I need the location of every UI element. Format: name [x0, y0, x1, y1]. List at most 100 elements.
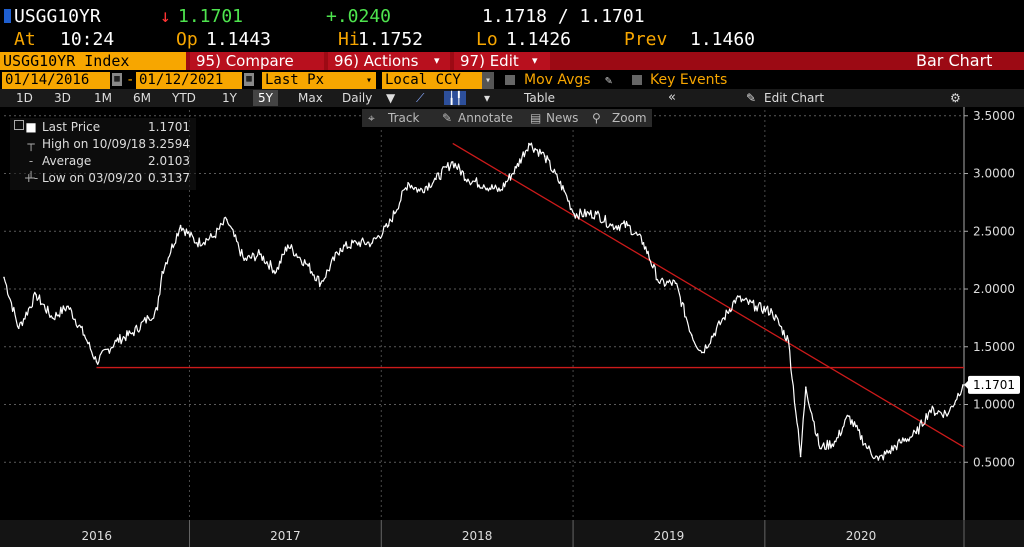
data-point — [35, 293, 37, 296]
average-marker-icon: -+- — [23, 154, 39, 185]
data-point — [515, 166, 518, 169]
open-label: Op — [176, 29, 198, 50]
annotate-button[interactable]: Annotate — [458, 111, 513, 125]
data-point — [915, 432, 917, 435]
edit-chart-button[interactable]: Edit Chart — [764, 91, 825, 105]
start-calendar-icon[interactable]: ▦ — [112, 73, 122, 86]
pencil-icon[interactable]: ✎ — [605, 73, 613, 87]
low-label: Lo — [476, 29, 498, 50]
period-3d[interactable]: 3D — [54, 91, 71, 105]
last-price-tag-label: 1.1701 — [973, 378, 1015, 392]
zoom-button[interactable]: Zoom — [612, 111, 647, 125]
legend-label: Average — [42, 154, 92, 168]
price-chart[interactable]: 3.5000 3.0000 2.5000 2.0000 1.5000 1.0000 0.50… — [0, 107, 1024, 547]
compare-button-bg — [190, 52, 324, 70]
at-label: At — [14, 29, 36, 50]
x-tick-label: 2018 — [462, 529, 493, 543]
data-point — [83, 334, 86, 337]
period-max[interactable]: Max — [298, 91, 323, 105]
mov-avgs-label[interactable]: Mov Avgs — [524, 72, 591, 88]
x-tick-label: 2020 — [846, 529, 877, 543]
data-point — [674, 282, 677, 285]
low-marker-icon: ┴ — [27, 171, 35, 185]
table-button[interactable]: Table — [524, 91, 556, 105]
data-point — [67, 305, 69, 308]
line-chart-icon[interactable]: ⟋ — [416, 91, 425, 105]
edit-dropdown-icon: ▾ — [532, 54, 538, 67]
edit-button[interactable]: 97) Edit — [460, 52, 519, 70]
data-point — [610, 224, 613, 227]
data-point — [573, 213, 575, 215]
legend-row-last: ■ Last Price 1.1701 — [10, 119, 196, 136]
data-point — [243, 259, 245, 261]
compare-button[interactable]: 95) Compare — [196, 52, 294, 70]
security-field[interactable]: USGG10YR Index — [0, 52, 186, 70]
period-1m[interactable]: 1M — [94, 91, 112, 105]
gear-icon[interactable]: ⚙ — [950, 91, 961, 105]
data-point — [17, 327, 20, 330]
key-events-checkbox[interactable] — [632, 75, 642, 85]
data-point — [286, 244, 289, 246]
legend-label: Low on 03/09/20 — [42, 171, 143, 185]
last-price-tag-group: 1.1701 — [964, 375, 1020, 394]
end-date-field[interactable]: 01/12/2021 — [136, 72, 242, 89]
period-6m[interactable]: 6M — [133, 91, 151, 105]
period-ytd[interactable]: YTD — [172, 91, 196, 105]
data-point — [95, 360, 98, 363]
chart-type-dropdown-icon: ▾ — [484, 91, 491, 105]
data-point — [723, 317, 725, 319]
data-point — [563, 190, 565, 192]
collapse-icon[interactable]: « — [668, 90, 676, 105]
start-date-field[interactable]: 01/14/2016 — [2, 72, 110, 89]
end-calendar-icon[interactable]: ▦ — [244, 73, 254, 86]
net-change: +.0240 — [326, 6, 392, 27]
data-point — [275, 270, 277, 273]
last-price-tag — [968, 375, 1020, 394]
field-selector[interactable]: Last Px — [262, 72, 376, 89]
open-value: 1.1443 — [206, 29, 272, 50]
prev-label: Prev — [624, 29, 668, 50]
legend-value: 3.2594 — [148, 137, 190, 151]
data-point — [755, 305, 757, 308]
y-tick-label: 2.0000 — [973, 282, 1015, 296]
x-axis: 2016 2017 2018 2019 2020 — [0, 520, 1024, 547]
field-dropdown-icon: ▾ — [366, 75, 373, 86]
legend-value: 0.3137 — [148, 171, 190, 185]
frequency-selector[interactable]: Daily — [342, 91, 373, 105]
data-point — [899, 441, 902, 444]
chart-grid — [4, 115, 964, 463]
data-point — [929, 409, 931, 412]
track-button[interactable]: Track — [388, 111, 420, 125]
actions-button[interactable]: 96) Actions — [334, 52, 419, 70]
y-axis: 3.5000 3.0000 2.5000 2.0000 1.5000 1.0000 0.50… — [963, 107, 1015, 520]
legend-collapse-icon[interactable] — [14, 120, 24, 130]
quote-time: 10:24 — [60, 29, 115, 50]
ticker-symbol: USGG10YR — [14, 6, 101, 27]
data-point — [451, 161, 454, 163]
data-point — [418, 190, 421, 192]
period-5y[interactable]: 5Y — [253, 90, 278, 106]
news-button[interactable]: News — [546, 111, 579, 125]
actions-dropdown-icon: ▾ — [434, 54, 440, 67]
last-price: 1.1701 — [178, 6, 244, 27]
zoom-icon: ⚲ — [592, 111, 601, 125]
annotate-pencil-icon: ✎ — [442, 111, 453, 125]
mov-avgs-checkbox[interactable] — [505, 75, 515, 85]
y-tick-label: 3.0000 — [973, 167, 1015, 181]
period-1y[interactable]: 1Y — [222, 91, 237, 105]
legend-row-average: -+- Average 2.0103 — [10, 153, 196, 185]
data-point — [131, 332, 134, 334]
chart-vertical-grid — [188, 110, 766, 520]
data-point — [3, 276, 5, 279]
currency-selector[interactable]: Local CCY — [382, 72, 494, 89]
data-point — [51, 317, 54, 319]
period-1d[interactable]: 1D — [16, 91, 33, 105]
bar-chart-icon[interactable]: ╽╿ — [444, 91, 467, 105]
x-tick-label: 2016 — [81, 529, 112, 543]
key-events-label[interactable]: Key Events — [650, 72, 728, 88]
x-tick-label: 2019 — [654, 529, 685, 543]
data-point — [658, 282, 661, 285]
news-icon: ▤ — [530, 111, 542, 125]
currency-dropdown-icon[interactable]: ▾ — [482, 72, 494, 89]
data-point — [435, 178, 437, 181]
